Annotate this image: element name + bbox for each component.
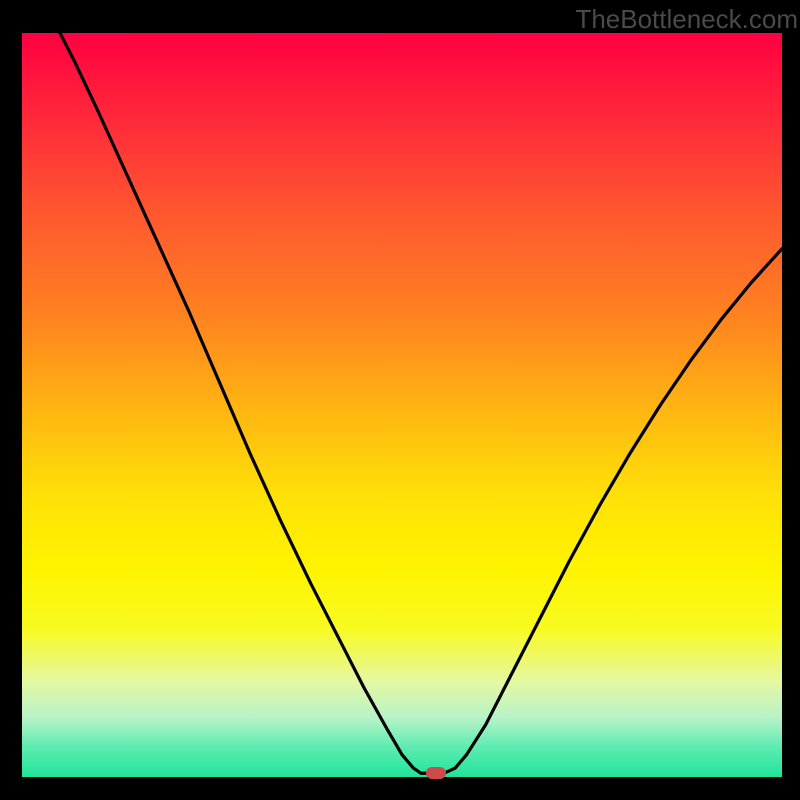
- bottleneck-curve: [22, 33, 782, 777]
- optimum-marker: [426, 767, 446, 779]
- watermark-text: TheBottleneck.com: [575, 4, 798, 35]
- chart-stage: TheBottleneck.com: [0, 0, 800, 800]
- plot-area: [22, 33, 782, 777]
